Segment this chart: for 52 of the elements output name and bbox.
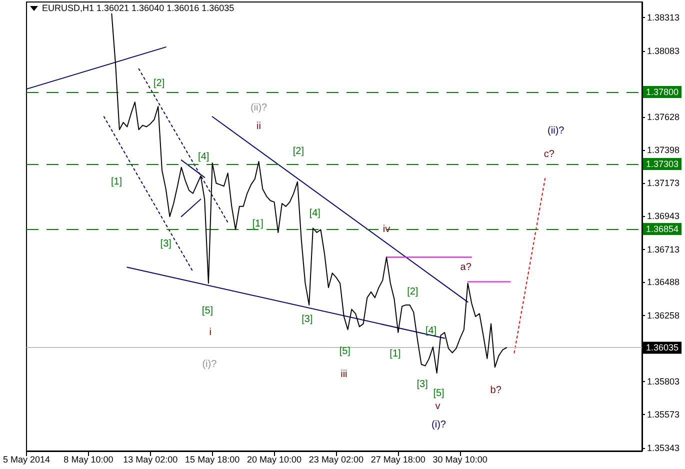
annotation: [2] <box>154 78 165 89</box>
annotation: (ii)? <box>548 126 565 137</box>
y-tick-label: 1.35803 <box>647 376 680 386</box>
annotation: [4] <box>309 208 321 220</box>
annotation: [1] <box>252 218 264 230</box>
annotation: (ii)? <box>250 102 268 114</box>
y-tick-label: 1.35573 <box>647 410 680 420</box>
annotation: iii <box>340 369 348 380</box>
x-tick-label: 30 May 10:00 <box>432 454 488 464</box>
x-tick-label: 13 May 02:00 <box>123 454 178 464</box>
annotation: c? <box>544 148 555 160</box>
ref-line-label: 1.37800 <box>646 86 679 97</box>
ref-line-label: 1.36854 <box>646 224 679 234</box>
ref-line-label: 1.36035 <box>646 342 679 353</box>
annotation: [2] <box>407 286 418 298</box>
chart-title: EURUSD,H1 1.36021 1.36040 1.36016 1.36035 <box>42 3 234 13</box>
annotation: b? <box>490 384 502 396</box>
x-tick-label: 15 May 18:00 <box>185 454 240 464</box>
annotation: [5] <box>202 305 214 316</box>
y-tick-label: 1.38083 <box>647 46 680 56</box>
annotation: [1] <box>110 176 122 188</box>
annotation: ii <box>256 121 261 132</box>
annotation: [4] <box>425 326 437 337</box>
annotation: [3] <box>302 314 313 325</box>
annotation: [3] <box>416 379 428 390</box>
x-tick-label: 27 May 18:00 <box>370 454 426 464</box>
y-tick-label: 1.37398 <box>647 145 680 156</box>
annotation: [5] <box>433 388 445 399</box>
ref-line-label: 1.37303 <box>646 158 679 169</box>
annotation: i <box>209 326 212 338</box>
annotation: (i)? <box>432 420 446 431</box>
x-tick-label: 23 May 02:00 <box>308 454 364 464</box>
y-tick-label: 1.36943 <box>647 211 680 222</box>
annotation: v <box>435 400 440 412</box>
annotation: [1] <box>390 348 402 360</box>
x-tick-label: 5 May 2014 <box>3 454 50 464</box>
annotation: [3] <box>160 238 172 250</box>
y-tick-label: 1.37628 <box>647 112 680 122</box>
x-tick-label: 8 May 10:00 <box>64 454 114 464</box>
y-tick-label: 1.36713 <box>647 244 680 254</box>
annotation: (i)? <box>202 358 218 370</box>
annotation: [2] <box>292 146 304 157</box>
annotation: [4] <box>198 152 210 163</box>
y-tick-label: 1.36488 <box>647 277 680 288</box>
y-tick-label: 1.37173 <box>647 178 680 188</box>
annotation: iv <box>382 224 390 236</box>
y-tick-label: 1.35343 <box>647 442 680 453</box>
x-tick-label: 20 May 10:00 <box>246 454 302 464</box>
y-tick-label: 1.36258 <box>647 310 680 320</box>
annotation: [5] <box>339 346 351 357</box>
y-tick-label: 1.38313 <box>647 12 680 23</box>
annotation: a? <box>460 262 472 273</box>
